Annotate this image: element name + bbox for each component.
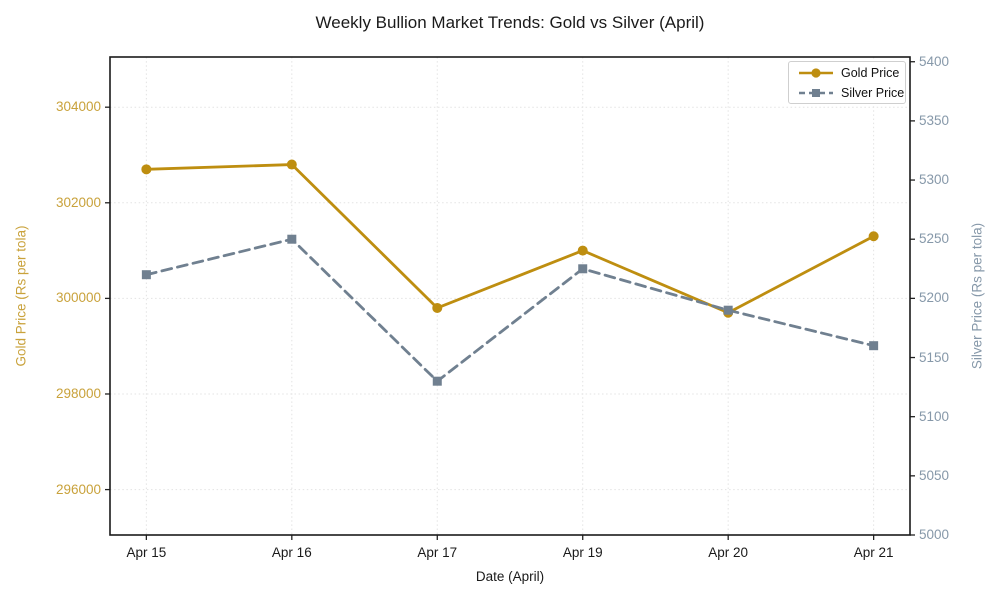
- x-tick-label: Apr 17: [417, 545, 458, 560]
- x-tick-label: Apr 16: [271, 545, 312, 560]
- gold-price-marker: [432, 302, 443, 313]
- y-left-tick-label: 298000: [55, 385, 101, 401]
- silver-price-marker: [723, 305, 733, 315]
- legend: Gold Price Silver Price: [788, 61, 906, 104]
- x-tick-label: Apr 19: [562, 545, 603, 560]
- gold-price-line: [144, 163, 876, 315]
- silver-line-icon: [799, 88, 833, 97]
- y-right-tick-label: 5300: [919, 172, 950, 188]
- plot-spines: [109, 56, 911, 536]
- x-tick-label: Apr 21: [853, 545, 894, 560]
- y-left-tick-label: 300000: [55, 290, 101, 306]
- gold-price-marker: [577, 245, 588, 256]
- y-right-tick-label: 5250: [919, 231, 950, 247]
- y-right-tick-label: 5400: [919, 53, 950, 69]
- gold-price-marker: [868, 231, 879, 242]
- silver-price-marker: [141, 270, 151, 280]
- y-right-tick-label: 5100: [919, 408, 950, 424]
- chart-title: Weekly Bullion Market Trends: Gold vs Si…: [315, 13, 705, 32]
- y-right-tick-label: 5150: [919, 349, 950, 365]
- silver-price-marker: [287, 234, 297, 244]
- y-left-tick-label: 302000: [55, 194, 101, 210]
- y-right-tick-label: 5350: [919, 112, 950, 128]
- y-right-tick-label: 5050: [919, 467, 950, 483]
- x-tick-label: Apr 15: [126, 545, 167, 560]
- silver-price-marker: [869, 341, 879, 351]
- legend-item-silver: Silver Price: [789, 83, 905, 102]
- gold-price-marker: [141, 164, 152, 175]
- x-axis-title: Date (April): [475, 569, 545, 584]
- silver-price-line: [144, 237, 876, 383]
- left-axis-title: Gold Price (Rs per tola): [13, 225, 29, 367]
- y-left-tick-label: 296000: [55, 481, 101, 497]
- silver-price-marker: [578, 264, 588, 274]
- silver-price-marker: [432, 376, 442, 386]
- x-tick-label: Apr 20: [708, 545, 749, 560]
- y-left-tick-label: 304000: [55, 99, 101, 115]
- legend-item-gold: Gold Price: [789, 63, 905, 82]
- legend-label-gold: Gold Price: [841, 65, 900, 80]
- y-right-tick-label: 5200: [919, 290, 950, 306]
- gold-price-marker: [286, 159, 297, 170]
- y-right-tick-label: 5000: [919, 527, 950, 542]
- gold-line-icon: [799, 67, 833, 78]
- right-axis-title: Silver Price (Rs per tola): [969, 222, 985, 370]
- legend-label-silver: Silver Price: [841, 85, 905, 100]
